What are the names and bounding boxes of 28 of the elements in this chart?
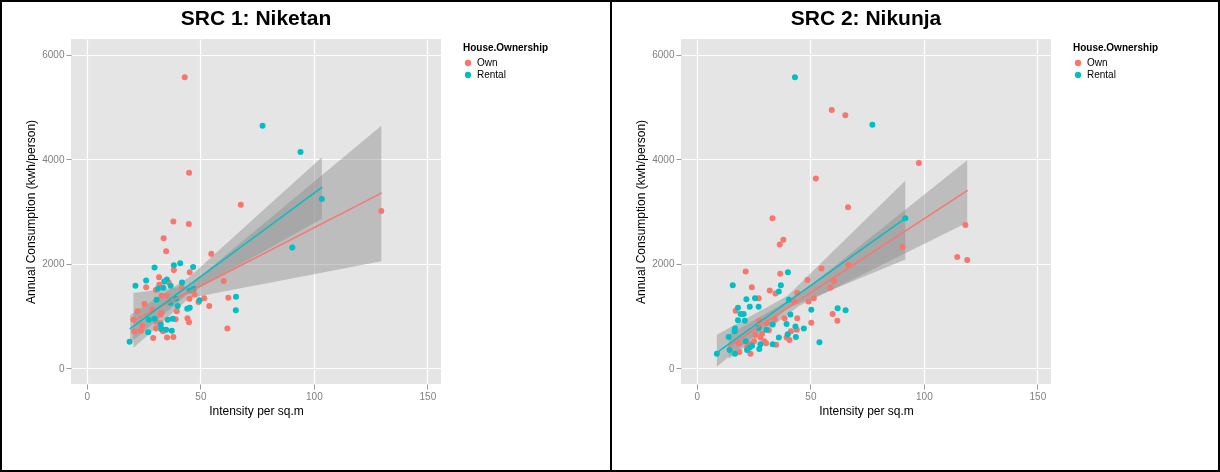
y-tick-label: 6000 [652,49,675,61]
legend-title: House.Ownership [463,42,549,53]
y-tick-label: 2000 [42,258,65,270]
x-axis-title: Intensity per sq.m [819,403,914,418]
chart-title: SRC 1: Niketan [180,6,332,29]
y-tick-label: 2000 [652,258,675,270]
x-tick-label: 50 [805,390,817,402]
x-tick-label: 0 [84,390,91,402]
legend-label: Own [477,57,498,68]
x-axis-title: Intensity per sq.m [209,403,304,418]
x-tick-label: 0 [694,390,701,402]
legend-label: Own [1087,57,1108,68]
legend-title: House.Ownership [1073,42,1159,53]
x-tick-label: 100 [306,390,324,402]
y-axis-title: Annual Consumption (kwh/person) [24,119,39,305]
y-tick-label: 6000 [42,49,65,61]
y-tick-label: 4000 [652,153,675,165]
y-tick-label: 0 [58,362,65,374]
x-tick-label: 150 [419,390,437,402]
y-tick-label: 0 [668,362,675,374]
y-tick-label: 4000 [42,153,65,165]
legend-label: Rental [477,69,506,80]
legend-label: Rental [1087,69,1116,80]
chart-title: SRC 2: Nikunja [790,6,942,29]
x-tick-label: 100 [916,390,934,402]
y-axis-title: Annual Consumption (kwh/person) [634,119,649,305]
x-tick-label: 150 [1029,390,1047,402]
x-tick-label: 50 [195,390,207,402]
